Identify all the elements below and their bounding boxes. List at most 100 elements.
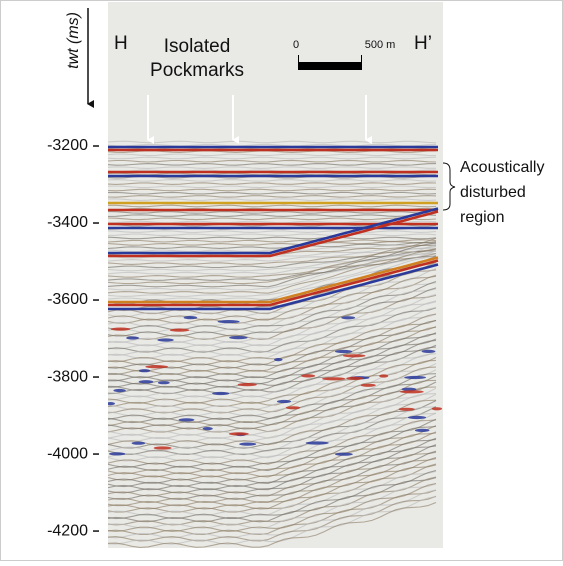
reflector (108, 363, 437, 411)
reflector (108, 252, 437, 275)
reflector (108, 248, 437, 294)
reflector-blob (157, 381, 170, 385)
left-label: H (114, 33, 128, 54)
strong-reflector (108, 256, 439, 304)
region-label: disturbed (460, 184, 526, 201)
reflector (108, 188, 437, 192)
reflector-blob (183, 316, 198, 320)
reflector-blob (145, 365, 169, 369)
reflector (108, 425, 437, 475)
pockmark-label: Isolated (164, 36, 231, 57)
right-label: H’ (414, 33, 432, 54)
reflector-blob (404, 375, 427, 380)
reflector-blob (342, 354, 366, 358)
reflector (108, 250, 437, 269)
reflector (108, 313, 437, 363)
region-label: Acoustically (460, 159, 544, 176)
reflector (108, 282, 437, 328)
reflector (108, 244, 437, 291)
reflector (108, 204, 437, 208)
reflector (108, 287, 437, 337)
reflector (108, 437, 437, 488)
reflector-blob (414, 428, 430, 432)
reflector-blob (421, 349, 436, 353)
reflector (108, 482, 437, 532)
reflector (108, 489, 437, 539)
reflector (108, 195, 437, 198)
reflector (108, 381, 437, 430)
reflector (108, 469, 437, 520)
strong-reflector (108, 207, 439, 255)
reflector (108, 156, 437, 160)
reflector (108, 159, 437, 163)
reflector (108, 306, 437, 356)
reflector-blob (239, 442, 257, 446)
reflector-blob (157, 338, 174, 342)
reflector (108, 211, 437, 214)
reflector (108, 375, 437, 424)
reflector (108, 332, 437, 379)
reflector-blob (229, 336, 248, 340)
reflector-blob (399, 390, 424, 394)
reflector (108, 444, 437, 494)
y-tick-label: -3200 (47, 137, 88, 154)
reflector (108, 393, 437, 443)
y-tick-label: -3400 (47, 214, 88, 231)
reflector-blob (212, 391, 230, 396)
reflector (108, 143, 437, 147)
reflector (108, 230, 437, 233)
reflector (108, 242, 437, 288)
reflector-blob (169, 328, 190, 332)
reflector (108, 483, 437, 529)
reflector (108, 237, 437, 285)
strong-reflector (108, 259, 439, 307)
reflector (108, 274, 437, 324)
reflector-blob (360, 383, 376, 387)
reflector-blob (217, 320, 240, 324)
reflector-blob (153, 446, 172, 450)
reflector (108, 357, 437, 404)
reflector (108, 344, 437, 392)
reflector (108, 431, 437, 481)
reflector-blob (431, 407, 443, 411)
reflector-blob (126, 336, 140, 340)
reflector-blob (108, 452, 126, 456)
reflector-blob (341, 316, 356, 320)
reflector-blob (110, 327, 131, 331)
reflector (108, 353, 437, 401)
reflector (108, 163, 437, 166)
reflector (108, 242, 437, 249)
region-label: region (460, 209, 504, 226)
reflector (108, 172, 436, 176)
reflector-blob (407, 415, 427, 420)
reflector (108, 369, 437, 417)
reflector-blob (335, 452, 353, 456)
reflector-blob (276, 399, 292, 404)
reflector-blob (131, 441, 146, 445)
reflector-blob (237, 383, 257, 387)
reflector-blob (274, 358, 283, 362)
reflector (108, 239, 437, 243)
reflector-blob (202, 427, 213, 431)
reflector (108, 268, 437, 318)
reflector (108, 191, 437, 195)
reflector (108, 476, 437, 526)
pockmark-label: Pockmarks (150, 60, 244, 81)
reflector (108, 458, 437, 504)
reflector-blob (138, 380, 154, 384)
reflector-blob (305, 441, 329, 445)
reflector (108, 400, 437, 449)
reflector-blob (228, 432, 249, 436)
reflector (108, 233, 437, 237)
strong-reflector (108, 263, 439, 311)
reflector (108, 406, 437, 456)
reflector (108, 280, 437, 331)
scale-start: 0 (293, 39, 299, 51)
reflector (108, 456, 437, 507)
reflector-blob (379, 374, 389, 378)
reflector-blob (113, 388, 126, 393)
reflector-blob (398, 407, 415, 411)
reflector (108, 179, 437, 182)
